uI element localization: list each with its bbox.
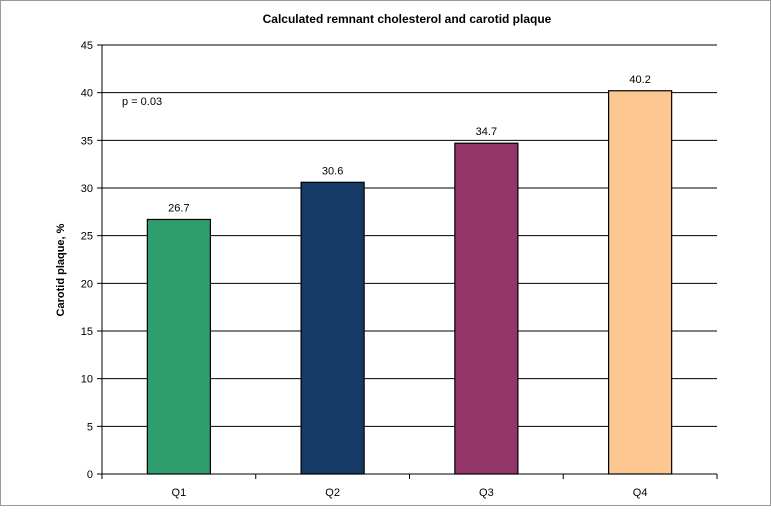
data-label: 26.7 — [168, 202, 189, 214]
y-axis-label: Carotid plaque, % — [55, 223, 67, 316]
bar-q4 — [608, 90, 673, 475]
chart-title: Calculated remnant cholesterol and carot… — [263, 12, 552, 26]
axes — [97, 44, 718, 479]
y-tick-label: 25 — [81, 231, 93, 243]
bar-q2 — [300, 181, 365, 475]
y-tick-label: 45 — [81, 40, 93, 52]
bar-q1 — [146, 218, 211, 475]
bar-q3 — [454, 142, 519, 475]
x-tick-label: Q2 — [325, 487, 340, 499]
data-label: 30.6 — [322, 165, 343, 177]
y-tick-label: 10 — [81, 374, 93, 386]
y-tick-label: 20 — [81, 278, 93, 290]
bars — [146, 90, 673, 475]
x-tick-label: Q3 — [479, 487, 494, 499]
y-tick-label: 30 — [81, 183, 93, 195]
y-tick-label: 0 — [87, 469, 93, 481]
y-tick-label: 40 — [81, 88, 93, 100]
data-label: 34.7 — [476, 126, 497, 138]
p-value-annotation: p = 0.03 — [122, 96, 162, 108]
y-tick-label: 5 — [87, 421, 93, 433]
data-label: 40.2 — [629, 74, 650, 86]
y-tick-label: 15 — [81, 326, 93, 338]
labels: 0 5 10 15 20 25 30 35 40 45 26.7 Q1 30.6 Q2 34.7 Q3 40.2… — [81, 40, 651, 499]
x-tick-label: Q1 — [172, 487, 187, 499]
x-tick-label: Q4 — [633, 487, 648, 499]
y-tick-label: 35 — [81, 135, 93, 147]
